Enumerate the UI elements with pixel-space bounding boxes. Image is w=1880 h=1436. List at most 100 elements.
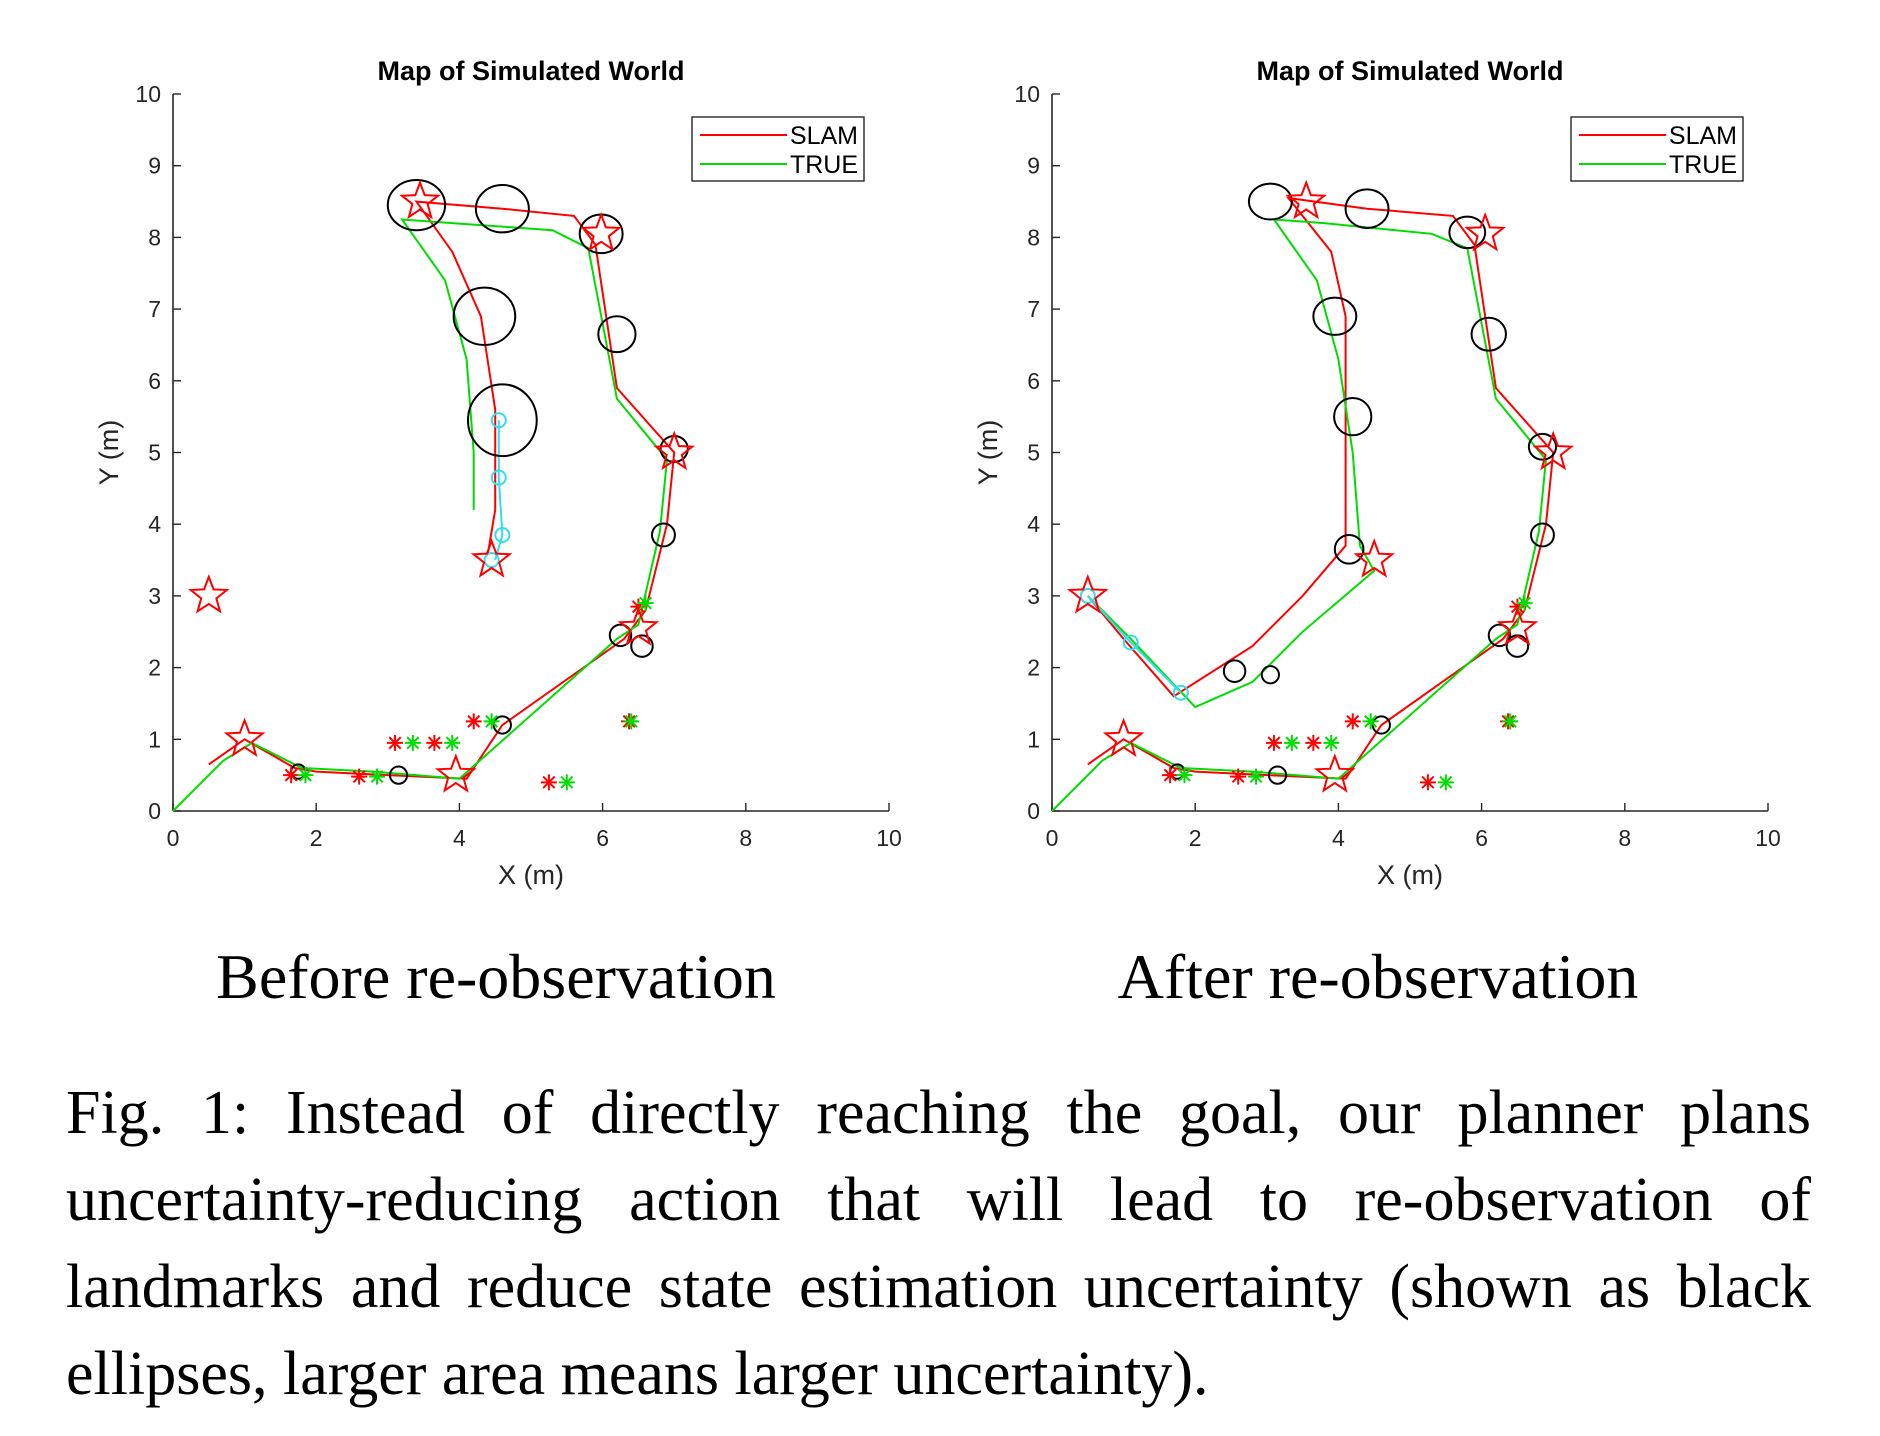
asterisk-stroke <box>1285 736 1299 750</box>
asterisk-stroke <box>467 714 481 728</box>
asterisk-stroke <box>1421 775 1435 789</box>
landmark-star <box>1285 179 1328 220</box>
landmark-star <box>399 179 441 220</box>
asterisk-stroke <box>370 770 384 784</box>
uncertainty-ellipse <box>452 286 517 346</box>
x-tick-label: 4 <box>453 825 466 851</box>
landmark-star <box>187 574 230 614</box>
legend-label-slam: SLAM <box>790 122 858 150</box>
planned-waypoint <box>1122 634 1139 651</box>
true-landmark-asterisk <box>558 774 575 791</box>
slam-landmark-asterisk <box>1344 713 1361 730</box>
uncertainty-ellipse <box>630 634 654 658</box>
y-axis-label: Y (m) <box>94 420 124 486</box>
uncertainty-ellipse <box>492 715 512 735</box>
planned-path-line <box>494 420 504 561</box>
y-tick-label: 3 <box>148 583 161 609</box>
y-tick-label: 9 <box>148 153 161 179</box>
x-tick-label: 0 <box>167 825 180 851</box>
y-tick-label: 0 <box>1027 798 1040 824</box>
asterisk-stroke <box>1163 768 1177 782</box>
landmark-star <box>653 430 696 471</box>
asterisk-stroke <box>560 775 574 789</box>
asterisk-stroke <box>1324 736 1338 750</box>
y-tick-label: 4 <box>148 511 161 537</box>
uncertainty-ellipse <box>466 383 538 458</box>
plot-before-reobservation: 0 2 4 6 8 10 0 1 2 3 4 5 6 7 8 9 10 Map of Simulated Worl… <box>94 56 902 890</box>
true-landmark-asterisk <box>1437 774 1454 791</box>
planned-waypoint <box>490 412 507 429</box>
planned-waypoint <box>483 552 500 569</box>
y-tick-label: 8 <box>1027 224 1040 250</box>
uncertainty-ellipse <box>1505 634 1530 658</box>
slam-landmark-asterisk <box>1162 767 1179 784</box>
true-landmark-asterisk <box>369 768 386 785</box>
y-tick-label: 10 <box>1014 81 1040 107</box>
uncertainty-ellipse <box>388 765 409 785</box>
uncertainty-ellipse <box>1260 665 1280 685</box>
true-landmark-asterisk <box>404 734 421 751</box>
y-tick-label: 5 <box>148 440 161 466</box>
y-tick-label: 4 <box>1027 511 1040 537</box>
x-tick-label: 0 <box>1046 825 1059 851</box>
uncertainty-ellipse <box>1333 533 1365 565</box>
true-landmark-asterisk <box>444 734 461 751</box>
slam-landmark-asterisk <box>426 734 443 751</box>
landmark-star <box>434 753 477 793</box>
y-tick-label: 9 <box>1027 153 1040 179</box>
slam-landmark-asterisk <box>1265 734 1282 751</box>
landmark-star <box>1066 574 1109 614</box>
y-tick-label: 3 <box>1027 583 1040 609</box>
true-landmark-asterisk <box>1502 713 1519 730</box>
true-landmark-asterisk <box>1176 767 1193 784</box>
slam-landmark-asterisk <box>1419 774 1436 791</box>
asterisk-stroke <box>639 596 653 610</box>
asterisk-stroke <box>445 736 459 750</box>
slam-landmark-asterisk <box>283 767 300 784</box>
true-landmark-asterisk <box>637 595 654 612</box>
uncertainty-ellipse <box>1247 182 1293 221</box>
true-landmark-asterisk <box>1362 713 1379 730</box>
x-tick-label: 8 <box>1618 825 1631 851</box>
uncertainty-ellipse <box>1267 765 1288 785</box>
legend-box <box>691 116 865 182</box>
y-axis-label: Y (m) <box>973 420 1003 486</box>
y-tick-label: 6 <box>148 368 161 394</box>
landmark-star <box>1102 717 1145 758</box>
asterisk-stroke <box>298 768 312 782</box>
uncertainty-ellipse <box>1312 296 1358 336</box>
x-tick-label: 10 <box>1755 825 1781 851</box>
asterisk-stroke <box>1267 736 1281 750</box>
legend-box <box>1570 116 1744 182</box>
y-tick-label: 8 <box>148 224 161 250</box>
asterisk-stroke <box>1249 770 1263 784</box>
legend-label-true: TRUE <box>790 151 858 179</box>
uncertainty-ellipse <box>1448 215 1487 250</box>
series-true-line <box>1051 218 1548 812</box>
y-tick-label: 7 <box>1027 296 1040 322</box>
asterisk-stroke <box>1231 770 1245 784</box>
legend-label-slam: SLAM <box>1669 122 1737 150</box>
y-tick-label: 5 <box>1027 440 1040 466</box>
true-landmark-asterisk <box>1248 768 1265 785</box>
landmark-star <box>580 211 622 252</box>
x-tick-label: 8 <box>739 825 752 851</box>
planned-waypoint <box>494 526 511 543</box>
y-tick-label: 10 <box>135 81 161 107</box>
asterisk-stroke <box>352 770 366 784</box>
uncertainty-ellipse <box>1344 188 1390 230</box>
uncertainty-ellipse <box>474 184 530 234</box>
true-landmark-asterisk <box>1283 734 1300 751</box>
true-landmark-asterisk <box>297 767 314 784</box>
slam-landmark-asterisk <box>465 713 482 730</box>
x-tick-label: 10 <box>876 825 902 851</box>
asterisk-stroke <box>388 736 402 750</box>
chart-title: Map of Simulated World <box>377 56 684 86</box>
planned-waypoint <box>1172 684 1189 701</box>
x-axis-label: X (m) <box>1377 860 1443 890</box>
slam-landmark-asterisk <box>540 774 557 791</box>
y-tick-label: 7 <box>148 296 161 322</box>
x-axis-label: X (m) <box>498 860 564 890</box>
